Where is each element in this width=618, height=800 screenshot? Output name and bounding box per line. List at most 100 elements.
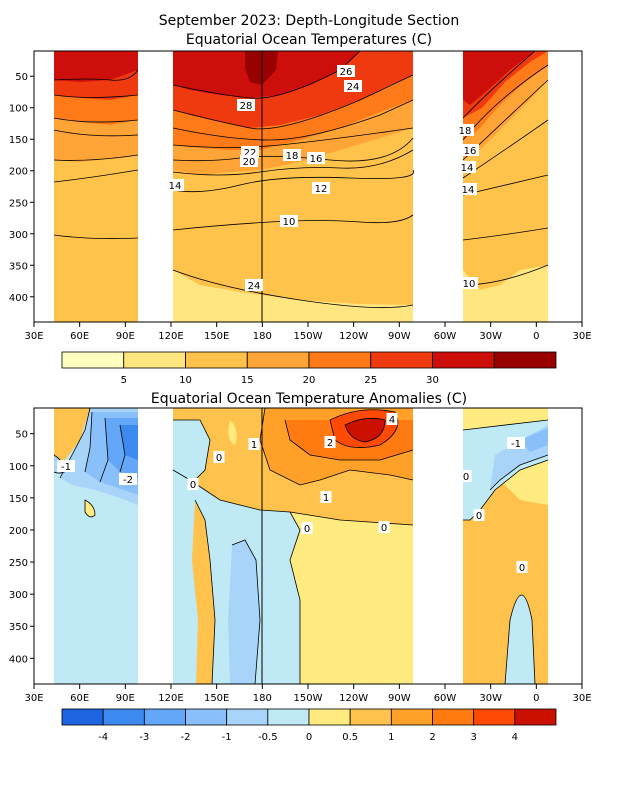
- top-contour-label-bg: [166, 179, 184, 191]
- top-colorbar-label: 20: [303, 375, 316, 386]
- top-contour-label-bg: [458, 161, 476, 173]
- bottom-panel-fill: [34, 408, 582, 684]
- bottom-contour-label: 0: [216, 453, 222, 464]
- bottom-colorbar-label: 2: [429, 732, 435, 743]
- top-colorbar-swatch: [308, 351, 372, 369]
- bottom-colorbar-label: 0: [306, 732, 312, 743]
- top-contour-label: 14: [169, 181, 182, 192]
- top-contour-label-bg: [460, 277, 478, 289]
- top-panel-fill: [34, 51, 582, 322]
- bottom-contour-label-bg: [57, 460, 75, 472]
- bottom-x-tick-label: 90E: [116, 693, 135, 704]
- top-panel-title: Equatorial Ocean Temperatures (C): [186, 32, 432, 48]
- top-contour-label: 14: [461, 163, 474, 174]
- top-colorbar-swatch: [493, 351, 557, 369]
- bottom-contour-label: 0: [463, 472, 469, 483]
- bottom-y-tick-label: 200: [9, 526, 28, 537]
- bottom-y-tick-label: 250: [9, 558, 28, 569]
- bottom-contour-label-bg: [378, 521, 390, 533]
- bottom-colorbar-swatch: [61, 708, 104, 726]
- bottom-colorbar-label: -2: [181, 732, 191, 743]
- top-colorbar-swatch: [246, 351, 310, 369]
- bottom-contour-label-bg: [320, 491, 332, 503]
- top-x-tick-label: 120W: [339, 331, 368, 342]
- top-contour-label-bg: [280, 215, 298, 227]
- top-contour-label: 10: [283, 217, 296, 228]
- bottom-colorbar-swatch: [473, 708, 516, 726]
- top-contour-label-bg: [237, 99, 255, 111]
- top-contour-label: 18: [459, 126, 472, 137]
- top-contour-label-bg: [461, 144, 479, 156]
- bottom-contour-label-bg: [473, 509, 485, 521]
- bottom-panel-title: Equatorial Ocean Temperature Anomalies (…: [151, 391, 467, 407]
- top-west-block: [54, 51, 138, 322]
- bottom-contours: [53, 408, 549, 684]
- top-y-tick-label: 150: [9, 135, 28, 146]
- top-colorbar-label: 30: [426, 375, 439, 386]
- bottom-colorbar-swatch: [267, 708, 310, 726]
- bottom-x-tick-label: 60E: [70, 693, 89, 704]
- bottom-contour-label-bg: [301, 522, 313, 534]
- top-contour-label: 14: [462, 185, 475, 196]
- top-east-block: [463, 51, 548, 322]
- bottom-y-tick-label: 150: [9, 494, 28, 505]
- top-contour-label-bg: [459, 183, 477, 195]
- top-x-tick-label: 150W: [294, 331, 323, 342]
- bottom-contour-label: 0: [519, 563, 525, 574]
- bottom-contour-label: -1: [511, 439, 521, 450]
- bottom-contour-label: 0: [304, 524, 310, 535]
- bottom-contour-label-bg: [386, 413, 398, 425]
- bottom-contour-label-bg: [324, 436, 336, 448]
- bottom-x-tick-label: 30E: [24, 693, 43, 704]
- bottom-colorbar-swatch: [514, 708, 557, 726]
- top-colorbar-label: 15: [241, 375, 254, 386]
- bottom-colorbar-label: 0.5: [342, 732, 358, 743]
- top-x-tick-label: 30E: [572, 331, 591, 342]
- top-contour-label: 16: [464, 146, 477, 157]
- top-x-tick-label: 60W: [434, 331, 457, 342]
- top-contour-label-bg: [456, 124, 474, 136]
- top-x-tick-label: 120E: [158, 331, 183, 342]
- bottom-contour-label: 0: [381, 523, 387, 534]
- bottom-x-tick-label: 30W: [479, 693, 502, 704]
- bottom-east-block: [463, 408, 548, 684]
- top-x-tick-label: 60E: [70, 331, 89, 342]
- top-x-axis: 30E 60E 90E 120E 150E 180 150W 120W 90W 60W 30W 0 30…: [24, 322, 592, 342]
- top-contour-label-bg: [307, 152, 325, 164]
- bottom-y-tick-label: 50: [15, 430, 28, 441]
- bottom-colorbar-label: 4: [512, 732, 518, 743]
- top-colorbar-swatch: [432, 351, 495, 369]
- bottom-contour-label: 1: [251, 440, 257, 451]
- top-y-tick-label: 50: [15, 72, 28, 83]
- top-x-tick-label: 30W: [479, 331, 502, 342]
- top-y-tick-label: 200: [9, 167, 28, 178]
- bottom-colorbar-label: 1: [388, 732, 394, 743]
- top-contour-label: 20: [243, 157, 256, 168]
- bottom-colorbar-swatch: [349, 708, 392, 726]
- bottom-contour-label: 0: [476, 511, 482, 522]
- top-contour-label-bg: [344, 80, 362, 92]
- bottom-colorbar: -4 -3 -2 -1 -0.5 0 0.5 1 2 3 4: [61, 708, 557, 743]
- bottom-colorbar-swatch: [185, 708, 228, 726]
- top-contour-label: 12: [315, 184, 328, 195]
- top-x-tick-label: 90W: [388, 331, 411, 342]
- bottom-colorbar-label: -4: [98, 732, 108, 743]
- bottom-x-tick-label: 180: [253, 693, 272, 704]
- bottom-x-axis: 30E 60E 90E 120E 150E 180 150W 120W 90W 60W 30W 0 30…: [24, 684, 592, 704]
- bottom-x-tick-label: 150W: [294, 693, 323, 704]
- bottom-contour-label-bg: [119, 473, 137, 485]
- top-y-tick-label: 250: [9, 198, 28, 209]
- bottom-y-tick-label: 350: [9, 622, 28, 633]
- top-y-tick-label: 300: [9, 230, 28, 241]
- bottom-contour-label-bg: [213, 451, 225, 463]
- bottom-contour-label: -2: [123, 475, 133, 486]
- bottom-x-tick-label: 120E: [158, 693, 183, 704]
- bottom-y-axis: 50 100 150 200 250 300 350 400: [9, 430, 34, 665]
- top-colorbar: 5 10 15 20 25 30: [61, 351, 557, 386]
- bottom-contour-label-bg: [460, 470, 472, 482]
- top-contour-label-bg: [240, 155, 258, 167]
